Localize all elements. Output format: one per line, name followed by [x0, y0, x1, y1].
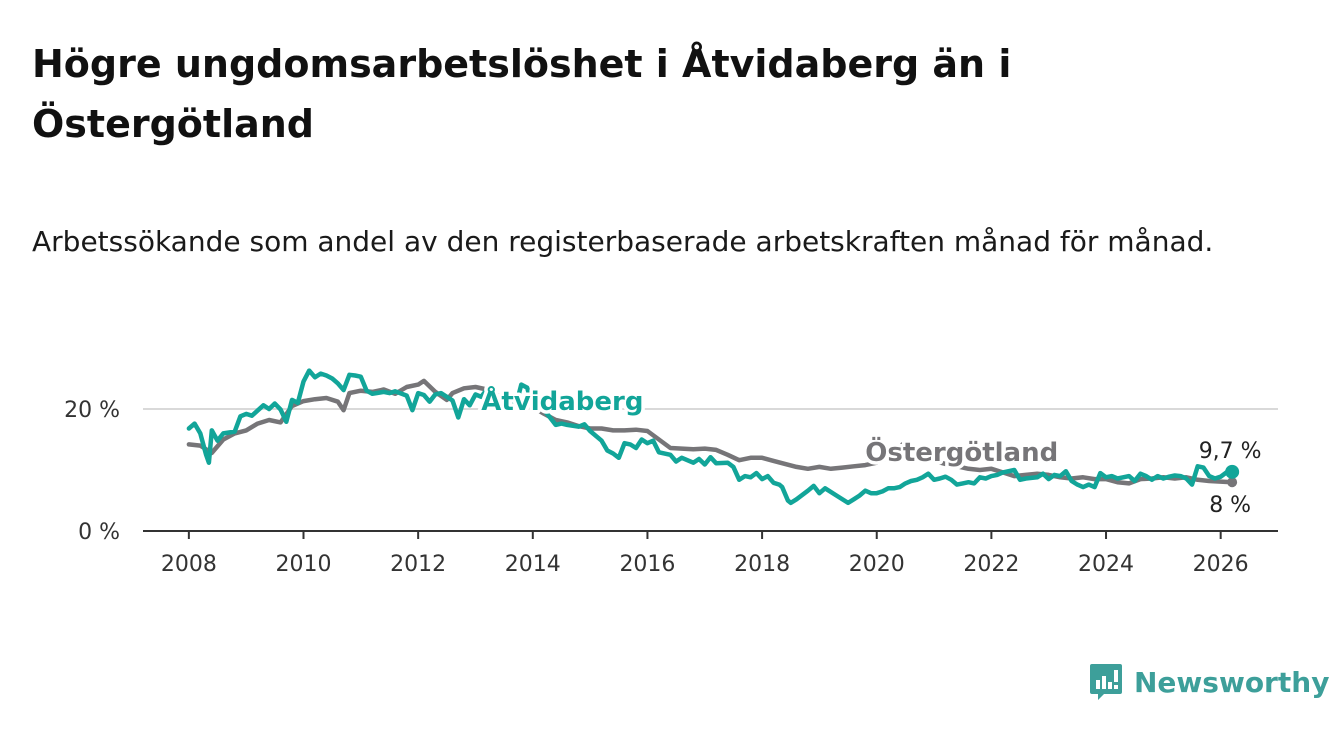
series-lines — [186, 368, 1240, 506]
x-tick-label: 2008 — [161, 552, 217, 577]
x-tick-label: 2014 — [505, 552, 561, 577]
series-label-halo: Åtvidaberg — [481, 385, 643, 417]
axes: 0 % 20 % 2008 2010 2012 2014 2016 2018 2020 2022 2… — [64, 398, 1278, 577]
end-label-atvidaberg: 9,7 % — [1199, 439, 1262, 464]
x-tick-label: 2026 — [1193, 552, 1249, 577]
x-tick-label: 2016 — [619, 552, 675, 577]
series-line-ostergotland — [186, 378, 1235, 486]
end-label-ostergotland: 8 % — [1209, 493, 1251, 518]
series-label-atvidaberg: Åtvidaberg — [481, 385, 643, 417]
endpoint-ostergotland — [1227, 477, 1238, 488]
labels: 8 %9,7 %ÅtvidabergÅtvidabergÖstergötland… — [478, 382, 1262, 518]
x-tick-label: 2020 — [849, 552, 905, 577]
brand-name: Newsworthy — [1134, 665, 1330, 699]
y-tick-label: 20 % — [64, 398, 120, 423]
x-tick-label: 2012 — [390, 552, 446, 577]
x-tick-label: 2010 — [276, 552, 332, 577]
newsworthy-logo-icon — [1090, 664, 1122, 700]
brand-logo: Newsworthy — [1088, 660, 1329, 704]
x-tick-label: 2024 — [1078, 552, 1134, 577]
series-label-halo: Östergötland — [865, 435, 1058, 468]
y-tick-label: 0 % — [78, 520, 120, 545]
x-tick-label: 2018 — [734, 552, 790, 577]
endpoint-atvidaberg — [1225, 464, 1240, 479]
chart-title: Högre ungdomsarbetslöshet i Åtvidaberg ä… — [32, 42, 1012, 146]
x-tick-label: 2022 — [963, 552, 1019, 577]
chart-subtitle: Arbetssökande som andel av den registerb… — [32, 225, 1214, 258]
series-line-atvidaberg — [186, 368, 1235, 506]
series-label-ostergotland: Östergötland — [865, 435, 1058, 468]
